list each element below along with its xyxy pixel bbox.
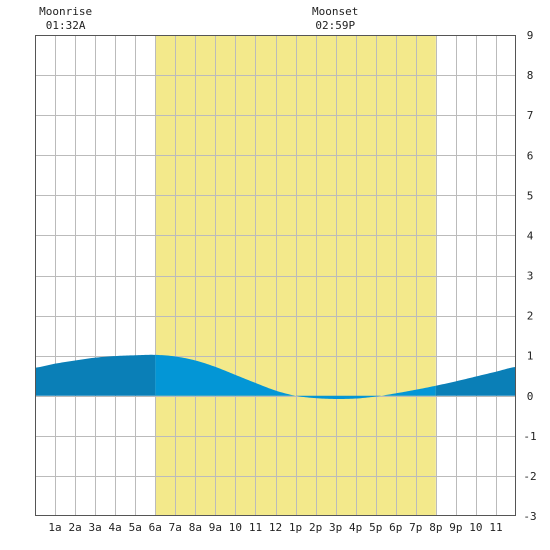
y-tick-label: 8 (527, 69, 534, 82)
x-tick-label: 5a (129, 521, 142, 534)
moon-event-time: 02:59P (315, 19, 355, 32)
y-tick-label: -2 (523, 470, 536, 483)
x-tick-label: 10 (229, 521, 242, 534)
x-tick-label: 5p (369, 521, 382, 534)
plot-frame-layer (35, 35, 516, 516)
x-tick-label: 11 (249, 521, 262, 534)
y-tick-label: 1 (527, 350, 534, 363)
y-tick-labels: 9 8 7 6 5 4 3 2 1 0 -1 -2 -3 (523, 29, 536, 523)
x-tick-label: 6a (149, 521, 162, 534)
x-tick-label: 10 (469, 521, 482, 534)
y-tick-label: -3 (523, 510, 536, 523)
y-tick-label: 9 (527, 29, 534, 42)
y-tick-label: 7 (527, 109, 534, 122)
x-tick-label: 9p (449, 521, 462, 534)
x-tick-label: 2a (68, 521, 81, 534)
x-tick-label: 7p (409, 521, 422, 534)
daylight-band-layer (155, 35, 436, 516)
y-tick-label: 5 (527, 189, 534, 202)
tide-area-layer (35, 354, 516, 399)
x-tick-label: 2p (309, 521, 322, 534)
x-tick-label: 4p (349, 521, 362, 534)
grid-layer (35, 35, 516, 516)
y-tick-label: 0 (527, 390, 534, 403)
x-tick-label: 8a (189, 521, 202, 534)
plot-frame (35, 35, 516, 516)
x-tick-label: 11 (489, 521, 502, 534)
x-tick-labels: 1a 2a 3a 4a 5a 6a 7a 8a 9a 10 11 12 1p 2p 3p 4p 5p 6p 7p 8p… (48, 521, 502, 534)
x-tick-label: 8p (429, 521, 442, 534)
y-tick-label: 3 (527, 270, 534, 283)
tide-area-night-evening (435, 366, 516, 396)
moon-event-label: Moonset (312, 5, 358, 18)
y-tick-label: -1 (523, 430, 536, 443)
tide-area-night-morning (35, 354, 156, 396)
moon-event-label: Moonrise (39, 5, 92, 18)
tide-area-day (155, 354, 436, 399)
x-tick-label: 6p (389, 521, 402, 534)
y-tick-label: 6 (527, 149, 534, 162)
y-tick-label: 2 (527, 310, 534, 323)
x-tick-label: 3p (329, 521, 342, 534)
y-tick-label: 4 (527, 229, 534, 242)
x-tick-label: 1p (289, 521, 302, 534)
daylight-band (155, 35, 436, 516)
x-tick-label: 9a (209, 521, 222, 534)
x-tick-label: 7a (169, 521, 182, 534)
x-tick-label: 4a (109, 521, 122, 534)
x-tick-label: 3a (89, 521, 102, 534)
x-tick-label: 1a (48, 521, 61, 534)
moon-event-time: 01:32A (46, 19, 86, 32)
x-tick-label: 12 (269, 521, 282, 534)
